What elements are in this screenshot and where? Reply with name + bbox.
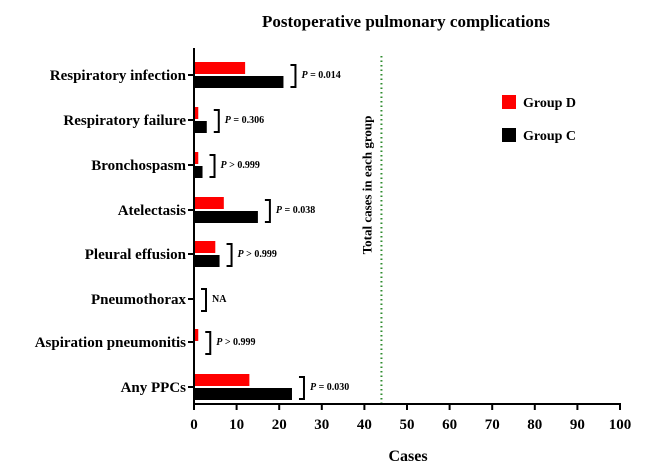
category-label-any-ppcs: Any PPCs [121, 380, 187, 396]
x-tick-label: 50 [400, 417, 415, 433]
legend-swatch-group-c [502, 128, 516, 142]
p-bracket [201, 288, 207, 312]
bar-group-c-bronchospasm [194, 166, 203, 178]
category-label-bronchospasm: Bronchospasm [91, 158, 186, 174]
reference-line-label: Total cases in each group [359, 116, 374, 255]
x-tick-label: 90 [570, 417, 585, 433]
p-value-brackets: P = 0.014 P = 0.306 P > 0.999 P = 0.038 P > … [201, 64, 349, 400]
legend-label-group-d: Group D [523, 96, 576, 111]
bar-group-c-respiratory-infection [194, 76, 284, 88]
x-tick-label: 60 [442, 417, 457, 433]
p-bracket [290, 64, 297, 88]
bar-group-c-any-ppcs [194, 388, 292, 400]
y-axis: Respiratory infection Respiratory failure… [35, 48, 195, 405]
bar-group-d-aspiration-pneumonitis [194, 329, 199, 341]
x-tick-label: 10 [229, 417, 244, 433]
p-value-label: P = 0.038 [276, 205, 315, 216]
bar-group-d-pleural-effusion [194, 241, 216, 253]
x-axis-label: Cases [388, 448, 427, 465]
bar-group-c-pleural-effusion [194, 255, 220, 267]
reference-line-group: Total cases in each group [359, 56, 383, 404]
x-tick-label: 30 [314, 417, 329, 433]
p-bracket [226, 243, 233, 267]
p-value-label: P > 0.999 [221, 160, 260, 171]
p-value-label: P = 0.030 [310, 382, 349, 393]
category-label-respiratory-infection: Respiratory infection [50, 68, 187, 84]
p-bracket [264, 199, 271, 223]
x-tick-label: 20 [272, 417, 287, 433]
category-label-pneumothorax: Pneumothorax [91, 292, 186, 308]
category-label-respiratory-failure: Respiratory failure [63, 113, 186, 129]
category-label-pleural-effusion: Pleural effusion [85, 247, 187, 263]
chart-title: Postoperative pulmonary complications [262, 12, 550, 31]
legend-swatch-group-d [502, 95, 516, 109]
bar-group-d-bronchospasm [194, 152, 199, 164]
bar-group-d-respiratory-infection [194, 62, 246, 74]
x-tick-label: 40 [357, 417, 372, 433]
p-value-label: P > 0.999 [216, 337, 255, 348]
category-label-atelectasis: Atelectasis [118, 203, 186, 219]
p-bracket [298, 376, 305, 400]
bar-group-d-atelectasis [194, 197, 224, 209]
bar-group-d-any-ppcs [194, 374, 250, 386]
bar-group-c-atelectasis [194, 211, 258, 223]
p-bracket [209, 154, 216, 178]
x-tick-label: 80 [527, 417, 542, 433]
category-label-aspiration-pneumonitis: Aspiration pneumonitis [35, 335, 186, 351]
x-tick-label: 100 [609, 417, 632, 433]
legend-label-group-c: Group C [523, 129, 576, 144]
x-tick-label: 0 [190, 417, 198, 433]
bar-group-c-respiratory-failure [194, 121, 207, 133]
legend: Group D Group C [502, 95, 576, 144]
bar-group-d-respiratory-failure [194, 107, 199, 119]
p-bracket [205, 331, 212, 355]
x-axis: 0 10 20 30 40 50 60 70 80 90 100 [190, 403, 632, 433]
p-value-label: P = 0.306 [225, 115, 264, 126]
p-value-label: P = 0.014 [301, 70, 340, 81]
p-value-label: P > 0.999 [238, 249, 277, 260]
p-bracket [213, 109, 220, 133]
x-tick-label: 70 [485, 417, 500, 433]
p-value-label: NA [212, 294, 227, 305]
bars-group [194, 62, 292, 400]
